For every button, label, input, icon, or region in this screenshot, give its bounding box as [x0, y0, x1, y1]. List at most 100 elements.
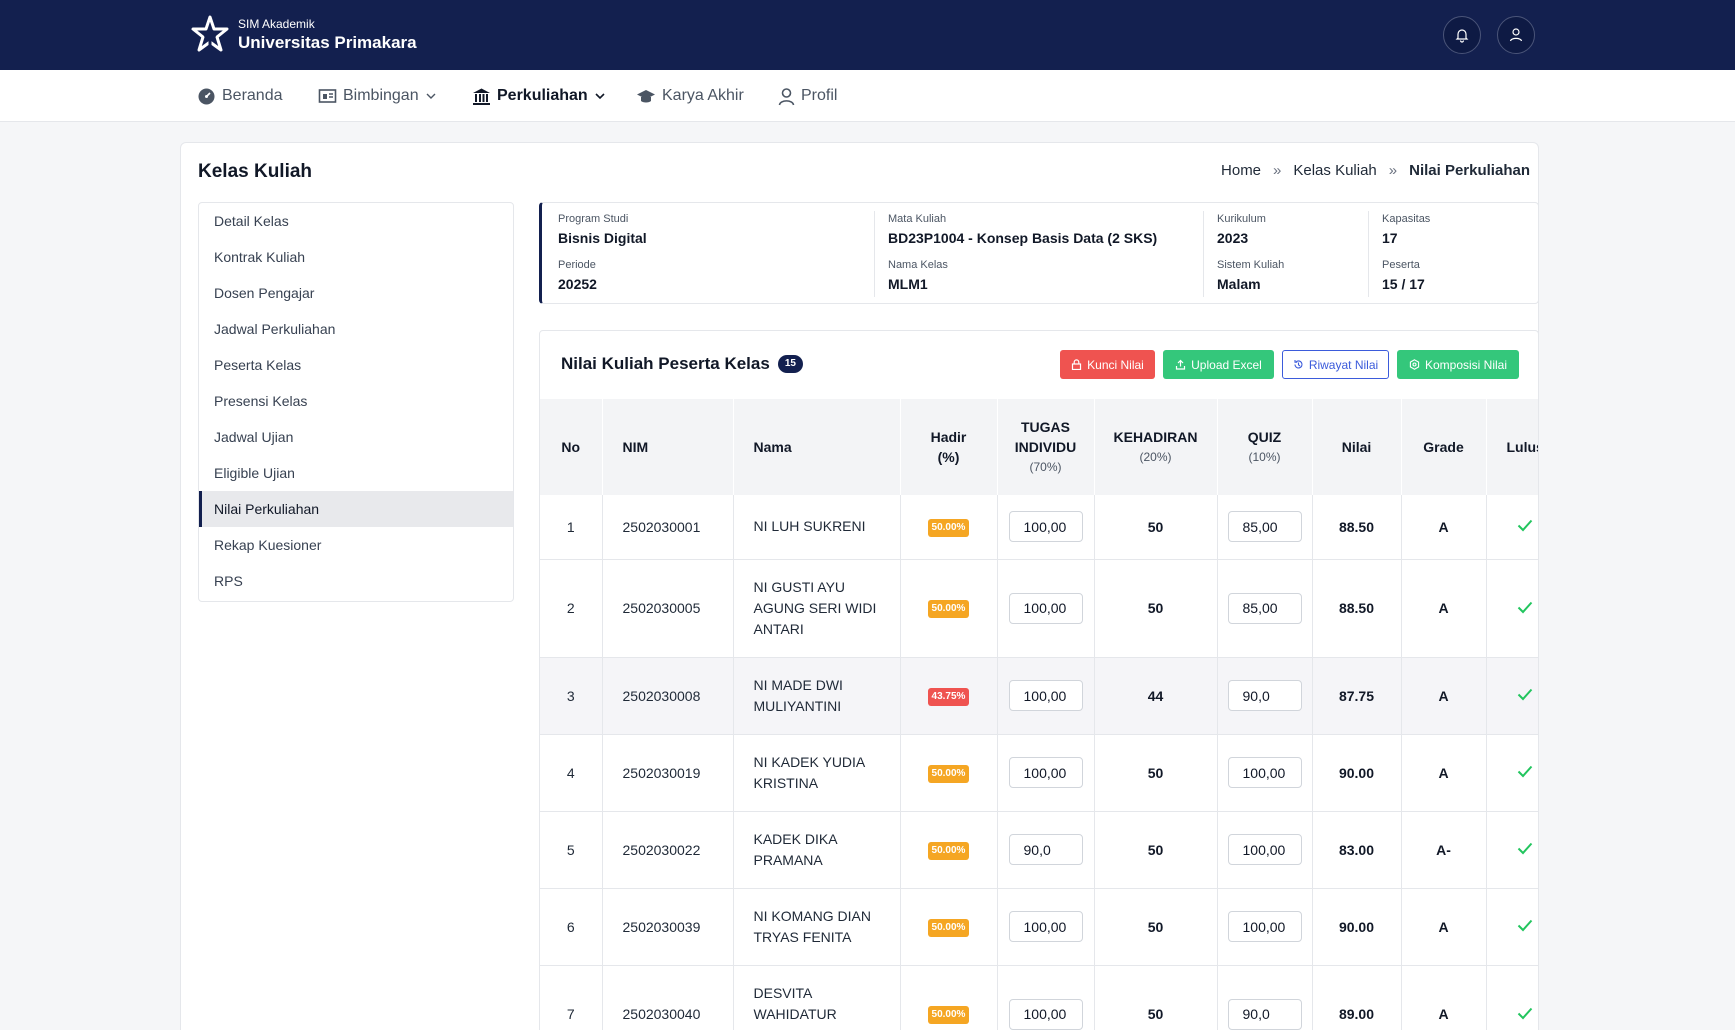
col-hadir-unit: (%): [937, 449, 960, 465]
info-divider: [1203, 211, 1204, 297]
cell-nama: NI LUH SUKRENI: [733, 495, 901, 560]
sidebar-item-detail-kelas[interactable]: Detail Kelas: [214, 213, 289, 229]
chevron-down-icon: [595, 93, 605, 100]
sidebar-item-nilai-perkuliahan[interactable]: Nilai Perkuliahan: [199, 491, 513, 527]
cell-nilai: 90.00: [1312, 734, 1402, 812]
tugas-score-input[interactable]: [1008, 998, 1083, 1030]
tugas-score-input[interactable]: [1008, 680, 1083, 711]
quiz-score-input[interactable]: [1227, 511, 1302, 543]
class-info-box: Program Studi Bisnis Digital Periode 202…: [539, 202, 1539, 304]
cell-grade: A-: [1401, 811, 1487, 889]
attendance-badge: 50.00%: [927, 764, 970, 783]
cell-nilai: 88.50: [1312, 559, 1402, 658]
sidebar-item-dosen-pengajar[interactable]: Dosen Pengajar: [214, 285, 315, 301]
cell-quiz: [1217, 734, 1313, 812]
brand-title: Universitas Primakara: [238, 33, 417, 52]
cell-no: 1: [540, 495, 603, 560]
breadcrumb-home[interactable]: Home: [1221, 162, 1262, 179]
cell-hadir: 50.00%: [900, 495, 998, 560]
cell-grade: A: [1401, 559, 1487, 658]
nav-bimbingan[interactable]: Bimbingan: [318, 70, 437, 122]
check-icon: [1517, 842, 1532, 855]
sidebar-item-kontrak-kuliah[interactable]: Kontrak Kuliah: [214, 249, 306, 265]
info-periode: Periode 20252: [558, 259, 597, 292]
user-icon: [1509, 28, 1523, 42]
account-button[interactable]: [1497, 16, 1535, 54]
check-icon: [1517, 688, 1532, 701]
info-value: 17: [1382, 230, 1398, 246]
upload-excel-label: Upload Excel: [1191, 357, 1262, 372]
cell-tugas: [997, 888, 1095, 966]
upload-excel-button[interactable]: Upload Excel: [1163, 350, 1274, 379]
quiz-score-input[interactable]: [1227, 680, 1302, 711]
notification-button[interactable]: [1443, 16, 1481, 54]
cell-hadir: 50.00%: [900, 888, 998, 966]
breadcrumb-kelas-kuliah[interactable]: Kelas Kuliah: [1293, 162, 1377, 179]
cell-nama: DESVITA WAHIDATUR ROHMAH: [733, 965, 901, 1030]
cell-no: 6: [540, 888, 603, 966]
sidebar-item-rekap-kuesioner[interactable]: Rekap Kuesioner: [214, 537, 322, 553]
content-card: Kelas Kuliah Home » Kelas Kuliah » Nilai…: [180, 142, 1539, 1030]
quiz-score-input[interactable]: [1227, 834, 1302, 865]
cell-nim: 2502030039: [602, 888, 734, 966]
dashboard-icon: [198, 88, 215, 104]
info-value: 20252: [558, 276, 597, 292]
lock-icon: [1072, 359, 1082, 370]
quiz-score-input[interactable]: [1227, 757, 1302, 788]
cell-nim: 2502030001: [602, 495, 734, 560]
cell-nilai: 90.00: [1312, 888, 1402, 966]
nav-perkuliahan[interactable]: Perkuliahan: [472, 70, 606, 122]
cell-tugas: [997, 495, 1095, 560]
cell-quiz: [1217, 811, 1313, 889]
sidebar-item-jadwal-perkuliahan[interactable]: Jadwal Perkuliahan: [214, 321, 336, 337]
info-label: Program Studi: [558, 213, 629, 225]
cell-kehadiran: 50: [1094, 965, 1218, 1030]
brand[interactable]: SIM Akademik Universitas Primakara: [190, 15, 417, 55]
col-quiz: QUIZ (10%): [1217, 399, 1313, 495]
nav-profil[interactable]: Profil: [778, 70, 837, 122]
lock-grades-button[interactable]: Kunci Nilai: [1060, 350, 1155, 379]
sidebar-item-rps[interactable]: RPS: [214, 573, 243, 589]
tugas-score-input[interactable]: [1008, 757, 1083, 788]
sidebar-item-jadwal-ujian[interactable]: Jadwal Ujian: [214, 429, 294, 445]
col-lulus: Lulus: [1486, 399, 1538, 495]
quiz-score-input[interactable]: [1227, 911, 1302, 942]
graduation-cap-icon: [637, 89, 655, 102]
cell-hadir: 50.00%: [900, 965, 998, 1030]
cell-lulus: [1486, 965, 1538, 1030]
cell-kehadiran: 50: [1094, 734, 1218, 812]
info-label: Sistem Kuliah: [1217, 259, 1285, 271]
sidebar-item-presensi-kelas[interactable]: Presensi Kelas: [214, 393, 308, 409]
table-row: 2 2502030005 NI GUSTI AYU AGUNG SERI WIDI …: [540, 559, 1538, 658]
tugas-score-input[interactable]: [1008, 592, 1083, 624]
sidebar-item-eligible-ujian[interactable]: Eligible Ujian: [214, 465, 295, 481]
cell-lulus: [1486, 657, 1538, 735]
cell-tugas: [997, 657, 1095, 735]
quiz-score-input[interactable]: [1227, 998, 1302, 1030]
grade-history-button[interactable]: Riwayat Nilai: [1282, 350, 1389, 379]
col-tugas-weight: (70%): [1029, 460, 1062, 474]
cell-nilai: 88.50: [1312, 495, 1402, 560]
quiz-score-input[interactable]: [1227, 592, 1302, 624]
check-icon: [1517, 1007, 1532, 1019]
grade-composition-button[interactable]: Komposisi Nilai: [1397, 350, 1519, 379]
nav-karya-akhir[interactable]: Karya Akhir: [636, 70, 744, 122]
cell-kehadiran: 50: [1094, 559, 1218, 658]
nav-beranda[interactable]: Beranda: [197, 70, 283, 122]
breadcrumb-current: Nilai Perkuliahan: [1409, 162, 1530, 179]
col-kehadiran: KEHADIRAN (20%): [1094, 399, 1218, 495]
cell-nim: 2502030022: [602, 811, 734, 889]
tugas-score-input[interactable]: [1008, 511, 1083, 543]
info-mata-kuliah: Mata Kuliah BD23P1004 - Konsep Basis Dat…: [888, 213, 1157, 246]
attendance-badge: 50.00%: [927, 600, 970, 618]
sidebar-item-peserta-kelas[interactable]: Peserta Kelas: [214, 357, 302, 373]
col-hadir: Hadir (%): [900, 399, 998, 495]
info-value: 15 / 17: [1382, 276, 1425, 292]
tugas-score-input[interactable]: [1008, 834, 1083, 865]
table-row: 4 2502030019 NI KADEK YUDIA KRISTINA 50.00%…: [540, 734, 1538, 812]
grades-panel: Nilai Kuliah Peserta Kelas 15 Kunci Nila…: [539, 330, 1539, 1030]
cell-nilai: 87.75: [1312, 657, 1402, 735]
tugas-score-input[interactable]: [1008, 911, 1083, 942]
cell-no: 7: [540, 965, 603, 1030]
